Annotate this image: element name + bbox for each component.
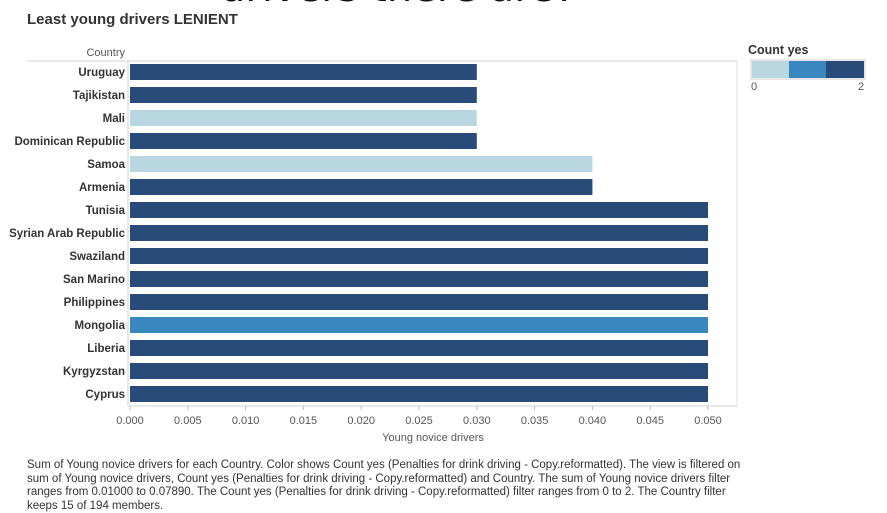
legend-title: Count yes xyxy=(748,43,809,57)
bars xyxy=(130,64,708,402)
row-label: San Marino xyxy=(63,274,125,286)
bar xyxy=(130,64,477,80)
bar xyxy=(130,294,708,310)
row-header-label: Country xyxy=(86,47,125,59)
bar xyxy=(130,202,708,218)
row-label: Tunisia xyxy=(86,205,126,217)
x-tick-label: 0.045 xyxy=(636,415,664,427)
bar xyxy=(130,133,477,149)
row-label: Syrian Arab Republic xyxy=(9,228,125,240)
row-label: Cyprus xyxy=(85,389,125,401)
legend-swatch xyxy=(826,61,864,78)
x-tick-label: 0.025 xyxy=(405,415,433,427)
color-legend xyxy=(750,59,866,80)
bar xyxy=(130,87,477,103)
bar xyxy=(130,248,708,264)
x-axis: 0.000 0.005 0.010 0.015 0.020 0.025 0.030 0.035… xyxy=(116,406,722,444)
x-tick-label: 0.015 xyxy=(290,415,318,427)
x-tick-label: 0.035 xyxy=(521,415,549,427)
legend-frame xyxy=(750,59,866,80)
legend-min-label: 0 xyxy=(751,81,758,93)
x-axis-title: Young novice drivers xyxy=(382,432,484,444)
bar xyxy=(130,179,593,195)
bar xyxy=(130,271,708,287)
bar xyxy=(130,156,593,172)
row-label: Uruguay xyxy=(78,67,125,79)
row-label: Dominican Republic xyxy=(14,136,125,148)
clipped-heading-text: drivers there are? xyxy=(220,0,680,12)
bar xyxy=(130,110,477,126)
bar xyxy=(130,317,708,333)
x-tick-label: 0.020 xyxy=(347,415,375,427)
row-label: Kyrgyzstan xyxy=(63,366,125,378)
legend-swatch xyxy=(789,61,826,78)
x-tick-label: 0.040 xyxy=(579,415,607,427)
legend-max-label: 2 xyxy=(858,81,865,93)
bar xyxy=(130,386,708,402)
bar xyxy=(130,363,708,379)
x-tick-label: 0.005 xyxy=(174,415,202,427)
row-label: Mongolia xyxy=(75,320,126,332)
x-tick-label: 0.050 xyxy=(694,415,722,427)
x-tick-label: 0.030 xyxy=(463,415,491,427)
row-label: Mali xyxy=(103,113,125,125)
x-tick-label: 0.010 xyxy=(232,415,260,427)
legend-swatch xyxy=(752,61,789,78)
x-tick-label: 0.000 xyxy=(116,415,144,427)
grid-lines xyxy=(27,60,738,407)
row-label: Samoa xyxy=(87,159,125,171)
row-labels: Country Uruguay Tajikistan Mali Dominican Re… xyxy=(9,47,125,401)
bar xyxy=(130,225,708,241)
row-label: Liberia xyxy=(87,343,125,355)
row-label: Philippines xyxy=(64,297,125,309)
row-label: Armenia xyxy=(79,182,126,194)
bar xyxy=(130,340,708,356)
chart-caption: Sum of Young novice drivers for each Cou… xyxy=(27,459,741,512)
row-label: Swaziland xyxy=(69,251,125,263)
chart-title: Least young drivers LENIENT xyxy=(27,11,238,28)
row-label: Tajikistan xyxy=(73,90,125,102)
